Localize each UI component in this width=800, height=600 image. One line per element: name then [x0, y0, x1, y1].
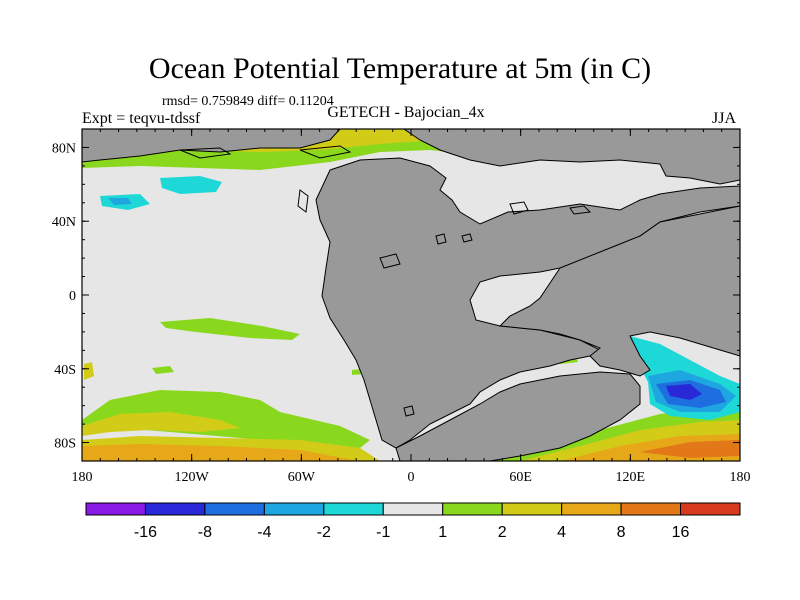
colorbar-swatch [263, 502, 325, 516]
land-northern-arctic [402, 128, 741, 185]
lon-tick-label: 60W [288, 470, 316, 485]
land-antarctica [395, 371, 641, 462]
colorbar-swatch [442, 502, 503, 516]
island-central-2 [461, 233, 473, 243]
anomaly-region-southeast-band-peak [640, 440, 740, 458]
colorbar-swatch [501, 502, 563, 516]
lon-tick-label: 180 [730, 470, 751, 485]
colorbar-tick-label: -1 [376, 524, 390, 541]
island-north-2 [299, 145, 352, 159]
colorbar-swatch [144, 502, 206, 516]
lat-tick-label: 40S [54, 363, 76, 378]
landmasses [81, 128, 741, 462]
colorbar-tick-label: -8 [198, 524, 212, 541]
map-panel [81, 128, 741, 462]
colorbar-swatch [382, 502, 444, 516]
island-ne-1 [509, 201, 529, 215]
colorbar-tick-label: 1 [438, 524, 447, 541]
anomaly-region-equatorial-warm [160, 318, 300, 340]
land-nw-corner [81, 128, 342, 163]
colorbar-swatch [85, 502, 146, 516]
colorbar-tick-label: 2 [498, 524, 507, 541]
rmsd-diff-stats: rmsd= 0.759849 diff= 0.11204 [162, 94, 334, 109]
colorbar-tick-label: 16 [672, 524, 690, 541]
colorbar-swatch [204, 502, 265, 516]
season-label: JJA [712, 110, 737, 127]
colorbar-tick-label: 4 [557, 524, 566, 541]
colorbar-swatch [561, 502, 622, 516]
colorbar-tick-label: -4 [257, 524, 271, 541]
island-south-1 [403, 405, 415, 417]
model-label: GETECH - Bajocian_4x [327, 104, 485, 121]
colorbar-swatch [620, 502, 682, 516]
colorbar: -16 -8 -4 -2 -1 1 2 4 8 16 [85, 502, 741, 541]
lat-tick-label: 40N [52, 215, 76, 230]
island-central-1 [435, 233, 447, 245]
plot-title: Ocean Potential Temperature at 5m (in C) [148, 52, 652, 85]
colorbar-swatch [680, 502, 741, 516]
anomaly-region-north-pacific-cold [160, 176, 222, 194]
anomaly-region-north-pacific-cold-3 [108, 198, 132, 205]
map-axes: 180 120W 60W 0 60E 120E 180 80N 40N 0 40S 80S [52, 128, 751, 485]
lon-tick-label: 60E [509, 470, 532, 485]
lon-tick-label: 180 [72, 470, 93, 485]
land-east [498, 205, 741, 377]
coast-west-sliver [297, 189, 309, 213]
anomaly-region-southeast-cold-peak [666, 384, 702, 400]
lon-tick-label: 0 [408, 470, 415, 485]
anomaly-region-southern-band-core [82, 444, 360, 461]
colorbar-tick-label: 8 [617, 524, 626, 541]
island-caribbean-1 [379, 253, 401, 269]
anomaly-region-south-pacific-warm-core [82, 412, 240, 436]
lat-tick-label: 80S [54, 437, 76, 452]
lat-tick-label: 0 [69, 289, 76, 304]
lon-tick-label: 120W [175, 470, 210, 485]
experiment-label: Expt = teqvu-tdssf [82, 110, 201, 127]
island-north-1 [179, 147, 232, 159]
anomaly-region-small-warm-2 [84, 362, 94, 380]
colorbar-tick-label: -16 [134, 524, 157, 541]
anomaly-region-small-warm-1 [152, 366, 174, 374]
lon-tick-label: 120E [616, 470, 646, 485]
colorbar-swatch [323, 502, 384, 516]
island-ne-2 [569, 205, 592, 215]
lat-tick-label: 80N [52, 141, 76, 156]
anomaly-region-south-pacific-warm [82, 390, 370, 448]
colorbar-tick-label: -2 [317, 524, 331, 541]
coastline-islands [179, 145, 592, 417]
